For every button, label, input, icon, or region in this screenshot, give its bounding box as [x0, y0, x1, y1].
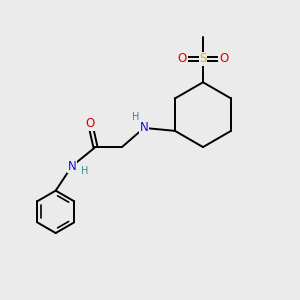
Text: S: S	[199, 52, 207, 65]
Text: N: N	[68, 160, 76, 173]
Text: O: O	[178, 52, 187, 65]
Text: H: H	[131, 112, 139, 122]
Text: O: O	[219, 52, 228, 65]
Text: N: N	[140, 122, 148, 134]
Text: O: O	[85, 117, 95, 130]
Text: H: H	[81, 167, 88, 176]
